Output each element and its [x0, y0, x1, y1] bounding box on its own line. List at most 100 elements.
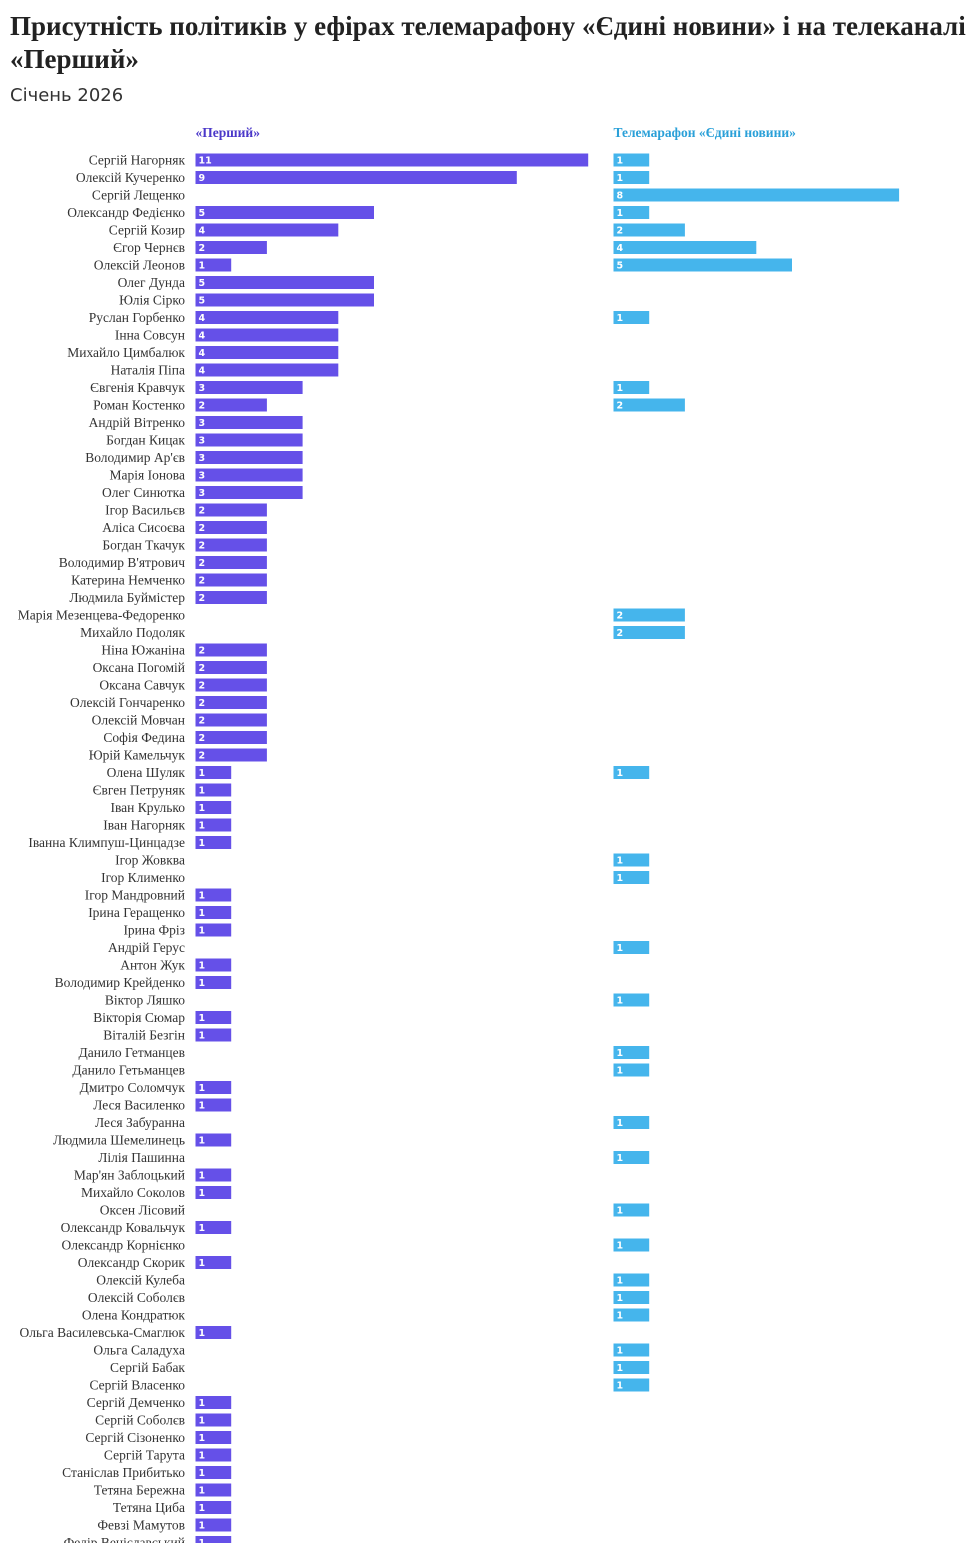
- bar-value-label-pershyi: 1: [199, 891, 206, 902]
- row-name-label: Сергій Бабак: [110, 1360, 185, 1375]
- bar-pershyi: [195, 748, 267, 762]
- bar-pershyi: [195, 801, 232, 814]
- row-name-label: Станіслав Прибитько: [62, 1465, 185, 1480]
- row-name-label: Євген Петруняк: [93, 783, 186, 798]
- row-name-label: Віктор Ляшко: [105, 993, 185, 1008]
- bar-value-label-pershyi: 1: [199, 1503, 206, 1514]
- bar-yedyni: [613, 1343, 650, 1357]
- bar-value-label-pershyi: 1: [199, 1101, 206, 1112]
- bar-value-label-yedyni: 2: [617, 628, 624, 639]
- bar-pershyi: [195, 1466, 232, 1479]
- bar-value-label-yedyni: 1: [617, 1276, 624, 1287]
- row-name-label: Оксана Погомій: [93, 660, 185, 675]
- bar-pershyi: [195, 258, 232, 272]
- bar-value-label-pershyi: 1: [199, 1521, 206, 1532]
- bar-pershyi: [195, 223, 339, 237]
- bar-yedyni: [613, 398, 685, 412]
- panel-header-pershyi: «Перший»: [196, 125, 261, 140]
- bar-pershyi: [195, 1413, 232, 1427]
- bar-pershyi: [195, 293, 374, 307]
- bar-pershyi: [195, 661, 267, 674]
- bar-pershyi: [195, 451, 303, 464]
- bar-pershyi: [195, 346, 339, 359]
- bar-value-label-pershyi: 2: [199, 751, 206, 762]
- bar-pershyi: [195, 888, 232, 902]
- row-name-label: Олег Дунда: [118, 275, 185, 290]
- bar-pershyi: [195, 381, 303, 394]
- row-name-label: Сергій Власенко: [89, 1378, 185, 1393]
- bar-pershyi: [195, 713, 267, 727]
- bar-value-label-pershyi: 11: [199, 156, 212, 167]
- bar-value-label-pershyi: 3: [199, 436, 206, 447]
- bar-yedyni: [613, 1063, 650, 1077]
- chart-subtitle: Січень 2026: [10, 85, 124, 106]
- bar-value-label-pershyi: 2: [199, 681, 206, 692]
- bar-value-label-pershyi: 2: [199, 243, 206, 254]
- bar-value-label-pershyi: 1: [199, 1468, 206, 1479]
- bar-value-label-pershyi: 1: [199, 1171, 206, 1182]
- bar-value-label-pershyi: 1: [199, 1538, 206, 1543]
- bar-pershyi: [195, 1028, 232, 1042]
- bar-yedyni: [613, 941, 650, 954]
- bar-yedyni: [613, 241, 757, 254]
- bar-pershyi: [195, 1081, 232, 1094]
- bar-yedyni: [613, 1308, 650, 1322]
- bar-pershyi: [195, 206, 374, 219]
- bar-yedyni: [613, 1291, 650, 1304]
- bar-pershyi: [195, 276, 374, 289]
- bar-value-label-yedyni: 1: [617, 383, 624, 394]
- row-name-label: Михайло Цимбалюк: [67, 345, 185, 360]
- bar-value-label-pershyi: 1: [199, 961, 206, 972]
- row-name-label: Вікторія Сюмар: [93, 1010, 185, 1025]
- bar-value-label-yedyni: 1: [617, 1311, 624, 1322]
- bar-value-label-yedyni: 1: [617, 208, 624, 219]
- bar-value-label-pershyi: 1: [199, 978, 206, 989]
- bar-value-label-pershyi: 2: [199, 523, 206, 534]
- bar-pershyi: [195, 591, 267, 604]
- bar-value-label-yedyni: 1: [617, 173, 624, 184]
- bar-pershyi: [195, 556, 267, 569]
- chart-title: Присутність політиків у ефірах телемараф…: [10, 11, 966, 74]
- row-name-label: Наталія Піпа: [111, 363, 185, 378]
- bar-value-label-yedyni: 1: [617, 1206, 624, 1217]
- bar-value-label-pershyi: 1: [199, 768, 206, 779]
- bar-yedyni: [613, 1273, 650, 1287]
- bar-yedyni: [613, 171, 650, 184]
- bar-pershyi: [195, 643, 267, 657]
- bar-pershyi: [195, 958, 232, 972]
- row-name-label: Ольга Саладуха: [93, 1343, 185, 1358]
- row-name-label: Катерина Немченко: [71, 573, 185, 588]
- bar-value-label-yedyni: 1: [617, 856, 624, 867]
- row-name-label: Лілія Пашинна: [98, 1150, 185, 1165]
- row-name-label: Володимир Крейденко: [55, 975, 186, 990]
- bar-value-label-pershyi: 2: [199, 698, 206, 709]
- row-name-label: Оксен Лісовий: [100, 1203, 185, 1218]
- row-name-label: Сергій Нагорняк: [89, 153, 186, 168]
- row-name-label: Леся Василенко: [93, 1098, 185, 1113]
- bar-pershyi: [195, 1098, 232, 1112]
- row-name-label: Марія Мезенцева-Федоренко: [18, 608, 185, 623]
- row-name-label: Ігор Мандровний: [85, 888, 185, 903]
- bar-value-label-pershyi: 1: [199, 1433, 206, 1444]
- bar-pershyi: [195, 696, 267, 709]
- bar-pershyi: [195, 1431, 232, 1444]
- bar-pershyi: [195, 171, 517, 184]
- bar-value-label-yedyni: 1: [617, 1066, 624, 1077]
- bar-value-label-pershyi: 5: [199, 208, 206, 219]
- row-name-label: Іван Нагорняк: [103, 818, 185, 833]
- bar-value-label-pershyi: 2: [199, 576, 206, 587]
- bar-yedyni: [613, 1116, 650, 1129]
- row-name-label: Ніна Южаніна: [101, 643, 185, 658]
- bar-value-label-pershyi: 1: [199, 1258, 206, 1269]
- bar-pershyi: [195, 1168, 232, 1182]
- row-name-label: Ігор Васильєв: [105, 503, 185, 518]
- bar-pershyi: [195, 836, 232, 849]
- row-name-label: Володимир В'ятрович: [59, 555, 185, 570]
- bar-yedyni: [613, 206, 650, 219]
- bar-pershyi: [195, 416, 303, 429]
- bar-value-label-pershyi: 1: [199, 261, 206, 272]
- bar-yedyni: [613, 381, 650, 394]
- row-name-label: Антон Жук: [120, 958, 185, 973]
- bar-value-label-pershyi: 1: [199, 1328, 206, 1339]
- bar-pershyi: [195, 1186, 232, 1199]
